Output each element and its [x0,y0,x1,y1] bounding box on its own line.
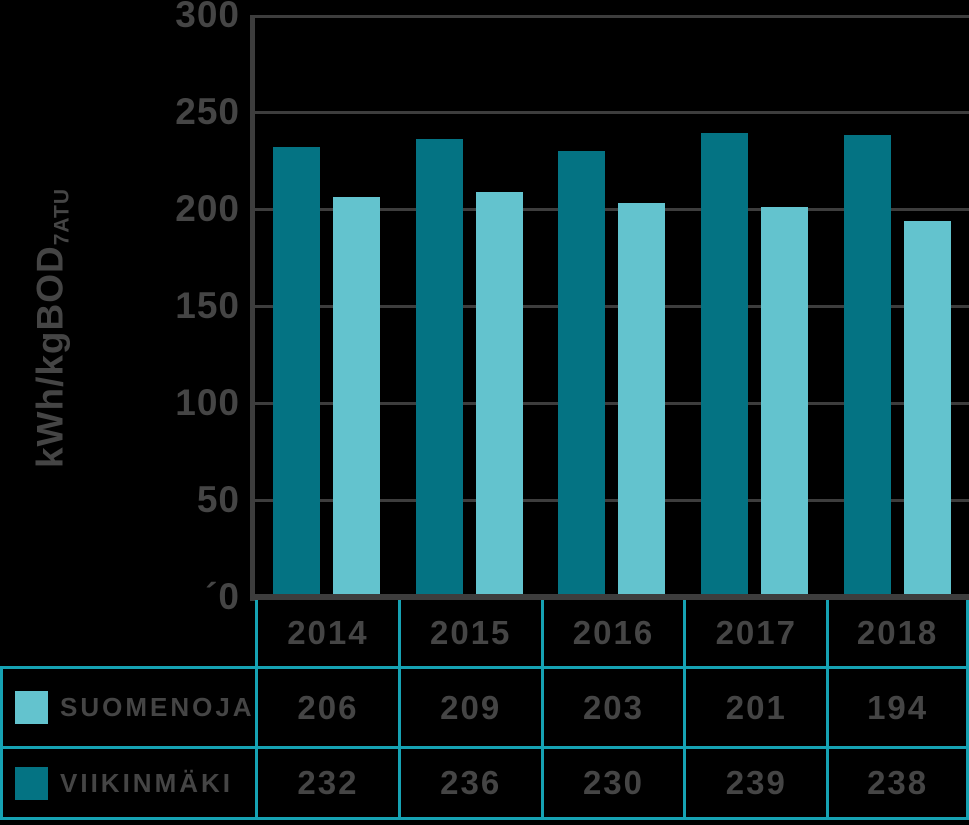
bar-viikinmki-2016 [558,150,606,597]
year-header-2018-text: 2018 [856,614,939,651]
y-tick-label-200: 200 [175,188,240,229]
bar-suomenoja-2014 [332,197,380,597]
value-cell-viikinmki-2018: 238 [826,746,969,820]
gridline-300 [255,15,969,18]
year-header-2015-text: 2015 [429,614,512,651]
bar-viikinmki-2015 [415,139,463,597]
y-tick-label-0: ´0 [205,576,240,617]
bar-viikinmki-2014 [272,146,320,597]
legend-swatch-viikinmki [15,766,48,800]
plot-area: 300 250 200 150 100 50 ´0 [175,0,969,617]
legend-label-viikinmki: VIIKINMÄKI [60,767,233,798]
value-cell-viikinmki-2016: 230 [540,746,684,820]
bar-viikinmki-2017 [701,133,749,597]
value-cell-viikinmki-2017-text: 239 [725,764,787,801]
y-axis-line [250,15,255,601]
bar-viikinmki-2018 [844,135,892,597]
value-cell-viikinmki-2014: 232 [255,746,398,820]
gridline-250 [255,110,969,114]
value-cell-viikinmki-2016-text: 230 [582,764,645,801]
year-header-2018: 2018 [826,600,969,666]
x-axis-line [250,594,969,600]
data-table: 2014 2015 2016 2017 2018 SUOMENOJA 206 209 203 20… [0,600,969,820]
value-cell-viikinmki-2015: 236 [397,746,541,820]
y-tick-label-100: 100 [175,382,240,423]
y-tick-label-150: 150 [175,285,240,326]
bar-group-2018 [826,15,969,597]
year-header-2016: 2016 [540,600,684,666]
value-cell-suomenoja-2016: 203 [540,666,684,746]
bar-suomenoja-2017 [761,207,809,597]
value-cell-suomenoja-2018: 194 [826,666,969,746]
bar-group-2016 [541,15,684,597]
legend-label-suomenoja: SUOMENOJA [60,692,255,722]
y-axis-title: kWh/kgBOD7ATU [30,188,75,468]
gridline-150 [255,304,969,308]
gridline-100 [255,401,969,405]
value-cell-suomenoja-2018-text: 194 [867,688,929,726]
value-cell-viikinmki-2015-text: 236 [440,764,502,801]
value-cell-viikinmki-2018-text: 238 [867,764,929,801]
value-cell-suomenoja-2014: 206 [255,666,398,746]
year-header-2017: 2017 [683,600,826,666]
year-header-2014-text: 2014 [287,614,369,651]
legend-swatch-suomenoja [15,691,48,724]
bar-group-2017 [683,15,826,597]
bar-suomenoja-2016 [618,203,666,597]
value-cell-viikinmki-2014-text: 232 [297,764,359,801]
bar-suomenoja-2018 [904,220,952,597]
value-cell-viikinmki-2017: 239 [683,746,827,820]
value-cell-suomenoja-2017: 201 [683,666,827,746]
year-header-2016-text: 2016 [572,614,655,651]
value-cell-suomenoja-2014-text: 206 [297,688,359,726]
bar-suomenoja-2015 [475,191,523,597]
year-header-2014: 2014 [255,600,398,666]
y-tick-label-50: 50 [196,479,240,520]
year-header-2015: 2015 [397,600,541,666]
y-tick-label-250: 250 [175,91,240,132]
y-axis-title-subscript: 7ATU [50,187,74,246]
value-cell-suomenoja-2017-text: 201 [725,688,787,726]
gridline-50 [255,498,969,502]
value-cell-suomenoja-2015: 209 [397,666,541,746]
value-cell-suomenoja-2015-text: 209 [440,688,502,726]
gridline-200 [255,207,969,211]
legend-cell-viikinmki: VIIKINMÄKI [0,746,255,820]
legend-cell-suomenoja: SUOMENOJA [0,666,255,746]
bar-group-2015 [398,15,541,597]
value-cell-suomenoja-2016-text: 203 [582,688,645,726]
bar-group-2014 [255,15,398,597]
y-axis-title-base: kWh/kgBOD [29,245,71,469]
year-header-2017-text: 2017 [715,614,797,651]
y-tick-label-300: 300 [175,0,240,35]
